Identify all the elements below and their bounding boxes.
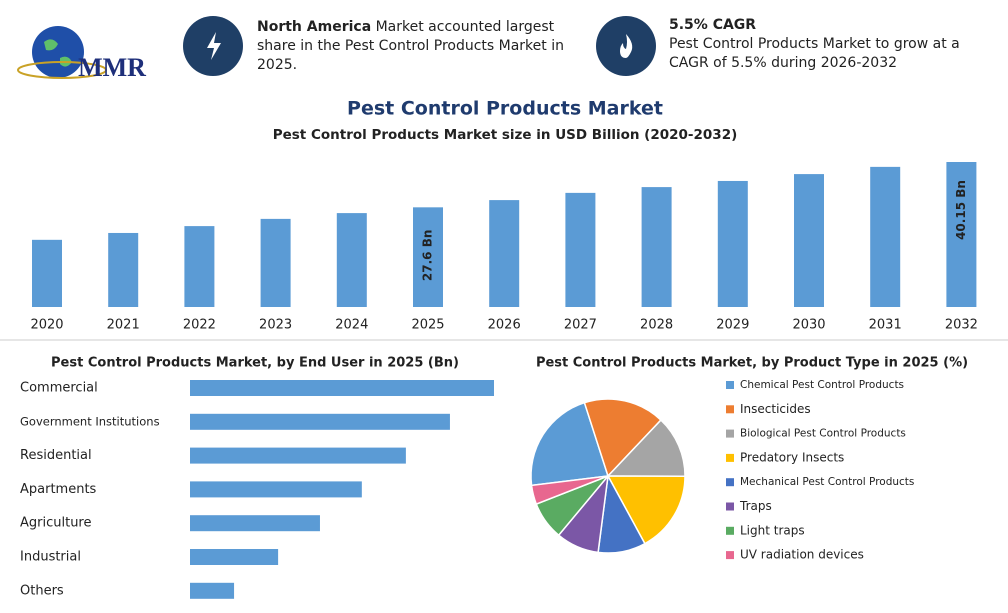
bar [190,515,320,532]
x-tick-label: 2021 [107,318,140,333]
y-tick-label: Industrial [20,550,81,565]
info-icon [596,16,656,76]
x-tick-label: 2032 [945,318,978,333]
y-tick-label: Others [20,583,64,598]
x-tick-label: 2027 [564,318,597,333]
logo-globe [32,26,84,78]
logo-swoosh [17,61,107,79]
bar [32,239,62,307]
bar [946,162,977,307]
legend-label: Mechanical Pest Control Products [740,476,914,488]
legend-label: UV radiation devices [740,548,864,562]
legend-label: Light traps [740,523,805,537]
pie-slice [606,475,686,545]
bar [641,187,672,307]
bar [717,180,748,307]
x-tick-label: 2024 [335,318,368,333]
pie-slice [583,398,662,478]
x-tick-label: 2031 [869,318,902,333]
legend-swatch [726,551,734,560]
chart-title: Pest Control Products Market, by End Use… [51,356,459,371]
legend-swatch [726,429,734,438]
bar [190,549,279,565]
x-tick-label: 2028 [640,318,673,333]
pie-slice [530,401,609,487]
pie-slice [606,418,686,478]
y-tick-label: Apartments [20,482,97,497]
bar [794,174,824,307]
legend-label: Traps [739,499,772,513]
bar [413,207,443,307]
chart-subtitle: Pest Control Products Market size in USD… [273,127,738,143]
info-text: North America Market accounted largest s… [257,18,577,75]
y-tick-label: Residential [20,448,92,463]
value-label: 40.15 Bn [954,180,968,240]
legend-swatch [726,453,734,462]
bar [336,213,367,307]
info-body: Pest Control Products Market to grow at … [669,36,960,71]
legend-swatch [726,381,734,389]
bolt-icon [207,32,221,60]
logo-text: MMR [78,53,146,82]
legend-swatch [726,502,734,511]
bar [190,413,450,430]
legend-label: Biological Pest Control Products [740,428,906,440]
legend-label: Predatory Insects [740,450,844,464]
bar [108,232,139,307]
value-label: 27.6 Bn [421,230,435,281]
info-text: 5.5% CAGR Pest Control Products Market to… [669,16,979,73]
x-tick-label: 2025 [411,318,444,333]
x-tick-label: 2023 [259,318,292,333]
bar [184,226,215,307]
bar [190,481,362,498]
bar [190,380,494,396]
pie-slice [530,475,609,506]
legend-swatch [726,478,734,487]
x-tick-label: 2020 [30,318,63,333]
x-tick-label: 2030 [792,318,825,333]
bar [489,200,520,307]
y-tick-label: Government Institutions [20,414,160,428]
bar [870,166,901,307]
flame-icon [620,34,633,58]
info-body: Market accounted largest share in the Pe… [257,19,564,73]
x-tick-label: 2022 [183,318,216,333]
bar [190,582,235,599]
chart-title: Pest Control Products Market, by Product… [536,356,968,371]
bar [260,218,291,307]
y-tick-label: Agriculture [20,516,92,531]
legend-swatch [726,526,734,535]
bar [565,192,596,307]
legend-swatch [726,405,734,414]
legend-label: Chemical Pest Control Products [740,379,904,391]
logo-land [44,39,72,67]
x-tick-label: 2026 [488,318,521,333]
info-bold: North America [257,19,372,35]
y-tick-label: Commercial [20,381,98,396]
chart-title: Pest Control Products Market [347,98,663,120]
legend-label: Insecticides [740,402,811,416]
info-bold: 5.5% CAGR [669,17,757,33]
x-tick-label: 2029 [716,318,749,333]
bar [190,447,406,464]
